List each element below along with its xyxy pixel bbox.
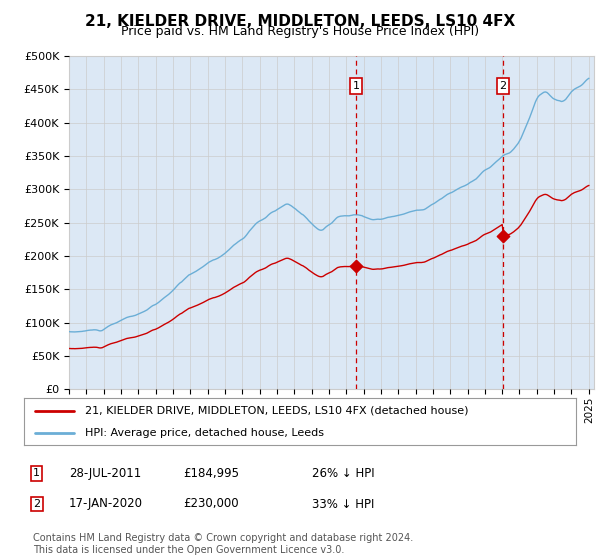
Bar <box>356 56 503 389</box>
Point <box>352 262 361 270</box>
Text: HPI: Average price, detached house, Leeds: HPI: Average price, detached house, Leed… <box>85 428 324 438</box>
Text: 21, KIELDER DRIVE, MIDDLETON, LEEDS, LS10 4FX: 21, KIELDER DRIVE, MIDDLETON, LEEDS, LS1… <box>85 14 515 29</box>
Text: 2: 2 <box>33 499 40 509</box>
Text: 26% ↓ HPI: 26% ↓ HPI <box>312 466 374 480</box>
Text: Price paid vs. HM Land Registry's House Price Index (HPI): Price paid vs. HM Land Registry's House … <box>121 25 479 38</box>
Text: 1: 1 <box>353 81 359 91</box>
Point <box>498 231 508 240</box>
Text: 2: 2 <box>499 81 506 91</box>
Text: 28-JUL-2011: 28-JUL-2011 <box>69 466 141 480</box>
Text: Contains HM Land Registry data © Crown copyright and database right 2024.
This d: Contains HM Land Registry data © Crown c… <box>33 533 413 555</box>
Text: £184,995: £184,995 <box>183 466 239 480</box>
Text: 21, KIELDER DRIVE, MIDDLETON, LEEDS, LS10 4FX (detached house): 21, KIELDER DRIVE, MIDDLETON, LEEDS, LS1… <box>85 406 468 416</box>
Text: £230,000: £230,000 <box>183 497 239 511</box>
Text: 17-JAN-2020: 17-JAN-2020 <box>69 497 143 511</box>
Text: 1: 1 <box>33 468 40 478</box>
Text: 33% ↓ HPI: 33% ↓ HPI <box>312 497 374 511</box>
